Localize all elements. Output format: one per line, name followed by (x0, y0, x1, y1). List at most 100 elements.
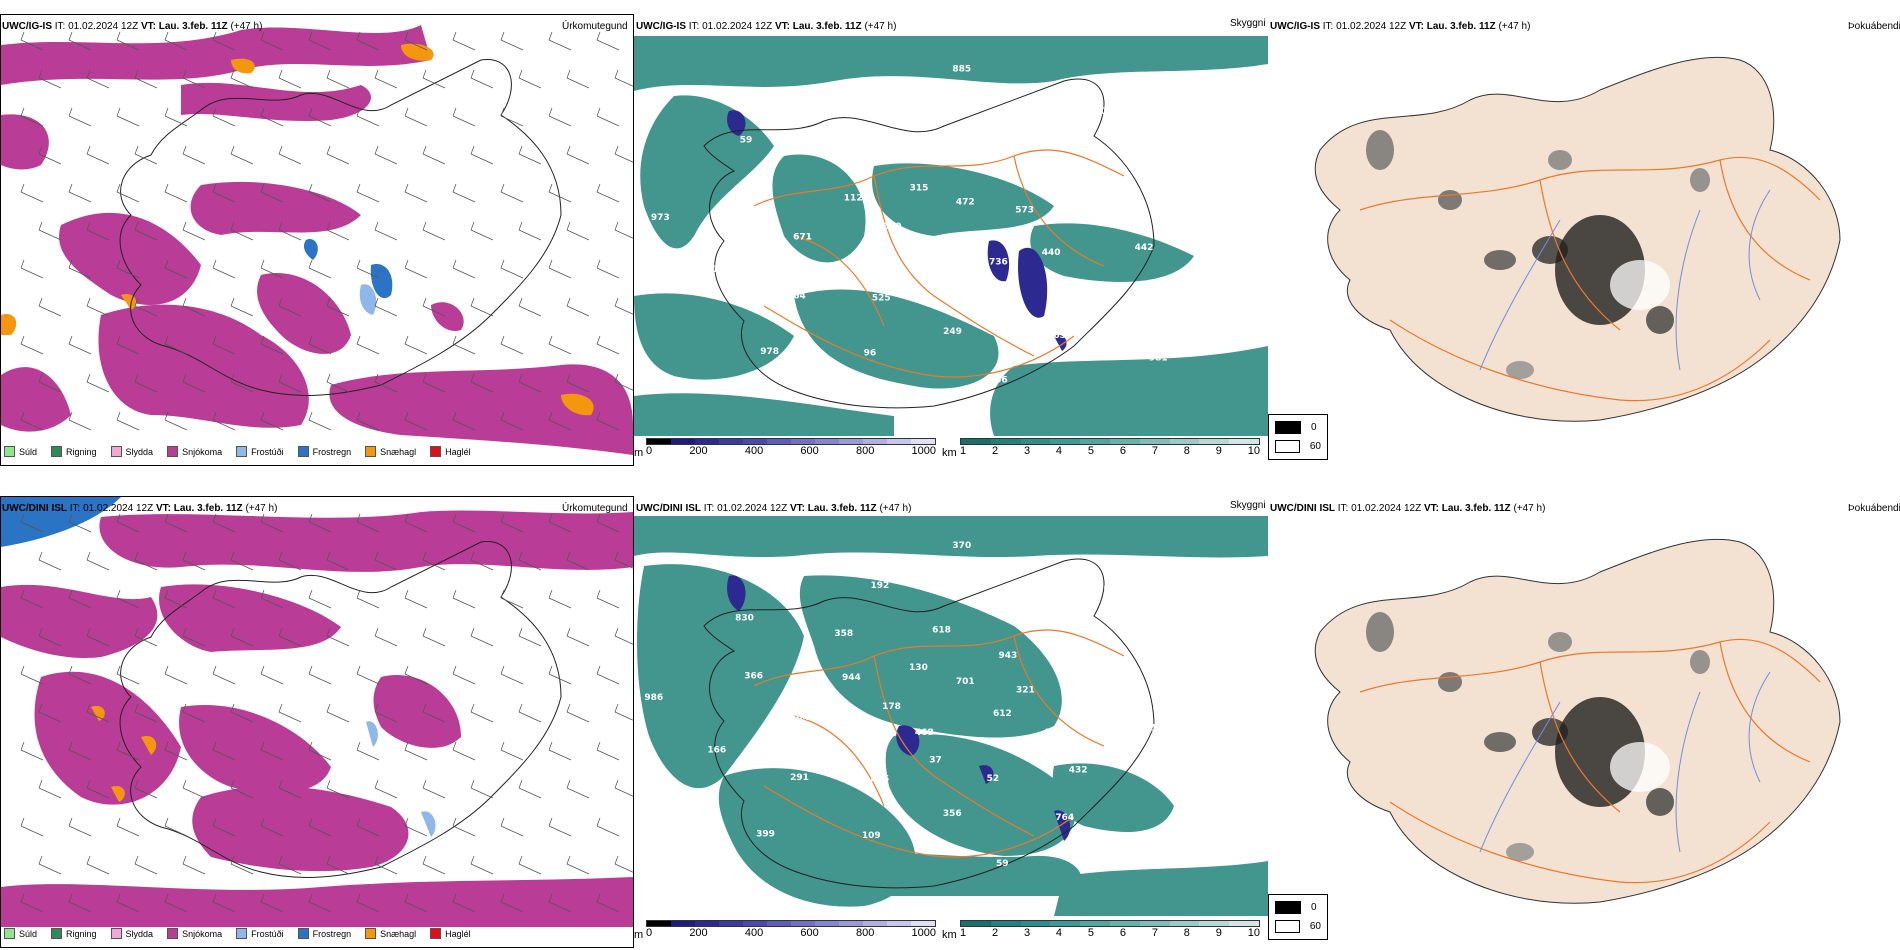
legend-swatch (4, 446, 15, 457)
wind-barb-flag (326, 627, 331, 637)
colorbar-cell (1080, 439, 1110, 444)
wind-barb-flag (212, 665, 217, 675)
wind-barb (182, 381, 206, 393)
wind-barb (38, 229, 62, 241)
wind-barb-flag (326, 551, 331, 561)
precip-legend-item: Súld (4, 928, 37, 939)
fog-legend-label: 60 (1309, 441, 1321, 452)
wind-barb-flag (500, 183, 505, 193)
wind-barb-flag (452, 335, 457, 345)
wind-barb-flag (326, 779, 331, 789)
precip-title: Úrkomutegund (562, 21, 628, 32)
visibility-value-label: 64 (793, 292, 806, 302)
legend-swatch (51, 928, 63, 939)
fog-index-area (1548, 632, 1572, 652)
visibility-value-label: 657 (1053, 331, 1072, 341)
wind-barb (614, 305, 633, 315)
wind-barb-flag (164, 893, 169, 903)
wind-barb (548, 749, 572, 761)
wind-barb (278, 153, 302, 165)
wind-barb-flag (212, 589, 217, 599)
wind-barb (356, 673, 380, 685)
wind-barb (596, 191, 620, 203)
wind-barb (38, 153, 62, 165)
wind-barb (20, 825, 44, 837)
wind-barb-flag (38, 69, 43, 79)
fog-index-area (1438, 672, 1462, 692)
wind-barb-flag (500, 817, 505, 827)
wind-barb-flag (404, 513, 409, 523)
wind-barb-flag (500, 589, 505, 599)
colorbar-tick: 200 (689, 445, 708, 457)
precip-legend-item: Snæhagl (365, 928, 416, 939)
wind-barb (518, 305, 542, 317)
colorbar-km: 1 2 3 4 5 6 7 8 9 10 (960, 438, 1260, 462)
visibility-value-label: 192 (870, 581, 889, 591)
wind-barb (596, 673, 620, 685)
road-line (1389, 801, 1771, 884)
wind-barb (500, 901, 524, 913)
wind-barb-flag (212, 259, 217, 269)
wind-barb (86, 153, 110, 165)
wind-barb-flag (308, 741, 313, 751)
wind-barb-flag (86, 221, 91, 231)
wind-barb (212, 419, 236, 431)
it-value: 01.02.2024 12Z (717, 503, 788, 514)
wind-barb (374, 635, 398, 647)
wind-barb-flag (182, 69, 187, 79)
fog-index-area (1484, 250, 1516, 270)
visibility-value-label: 978 (760, 347, 779, 357)
colorbar-tick: 600 (800, 927, 819, 939)
colorbar-cell (815, 921, 839, 926)
colorbar-cell (743, 921, 767, 926)
wind-barb (566, 229, 590, 241)
wind-barb (116, 901, 140, 913)
snow-areas (1, 510, 633, 927)
wind-barb (68, 673, 92, 685)
very-low-visibility (727, 110, 1067, 351)
visibility-value-label: 612 (993, 709, 1012, 719)
wind-barb-flag (212, 817, 217, 827)
wind-barb (356, 749, 380, 761)
colorbar-cell (887, 439, 911, 444)
visibility-value-label: 472 (956, 197, 975, 207)
wind-barb (518, 863, 542, 875)
colorbar-cell (719, 921, 743, 926)
river-line (1479, 219, 1561, 371)
fog-map (1314, 538, 1841, 904)
it-label: IT: (69, 503, 81, 514)
wind-barb (326, 153, 350, 165)
wind-barb-flag (326, 373, 331, 383)
wind-barb (134, 153, 158, 165)
legend-swatch (365, 928, 377, 939)
wind-barb-flag (404, 411, 409, 421)
wind-barb-flag (422, 373, 427, 383)
wind-barb-flag (38, 779, 43, 789)
precip-legend: Súld Rigning Slydda Snjókoma Frostúði Frostre… (4, 928, 471, 939)
wind-barb (404, 267, 428, 279)
wind-barb (308, 597, 332, 609)
wind-barb-flag (470, 703, 475, 713)
wind-barb (548, 267, 572, 279)
wind-barb-flag (308, 259, 313, 269)
wind-barb (566, 711, 590, 723)
visibility-labels: 928 886 472 736 630 573 288 315 440 313 888 92 112 64… (651, 65, 1243, 386)
legend-label: Frostúði (251, 928, 284, 939)
wind-barb (470, 229, 494, 241)
wind-barb-flag (548, 107, 553, 117)
wind-barb-flag (20, 665, 25, 675)
road-line (1539, 661, 1621, 813)
wind-barb-flag (356, 411, 361, 421)
colorbar-tick: 7 (1151, 445, 1158, 457)
wind-barb (230, 381, 254, 393)
wind-barb-flag (500, 411, 505, 421)
wind-barb-flag (212, 107, 217, 117)
wind-barb (452, 749, 476, 761)
wind-barb-flag (470, 373, 475, 383)
fog-swatch-0 (1275, 901, 1301, 914)
legend-label: Snjókoma (182, 446, 223, 457)
wind-barb (116, 191, 140, 203)
visibility-value-label: 840 (932, 147, 951, 157)
wind-barb (20, 39, 44, 51)
wind-barb-flag (374, 703, 379, 713)
